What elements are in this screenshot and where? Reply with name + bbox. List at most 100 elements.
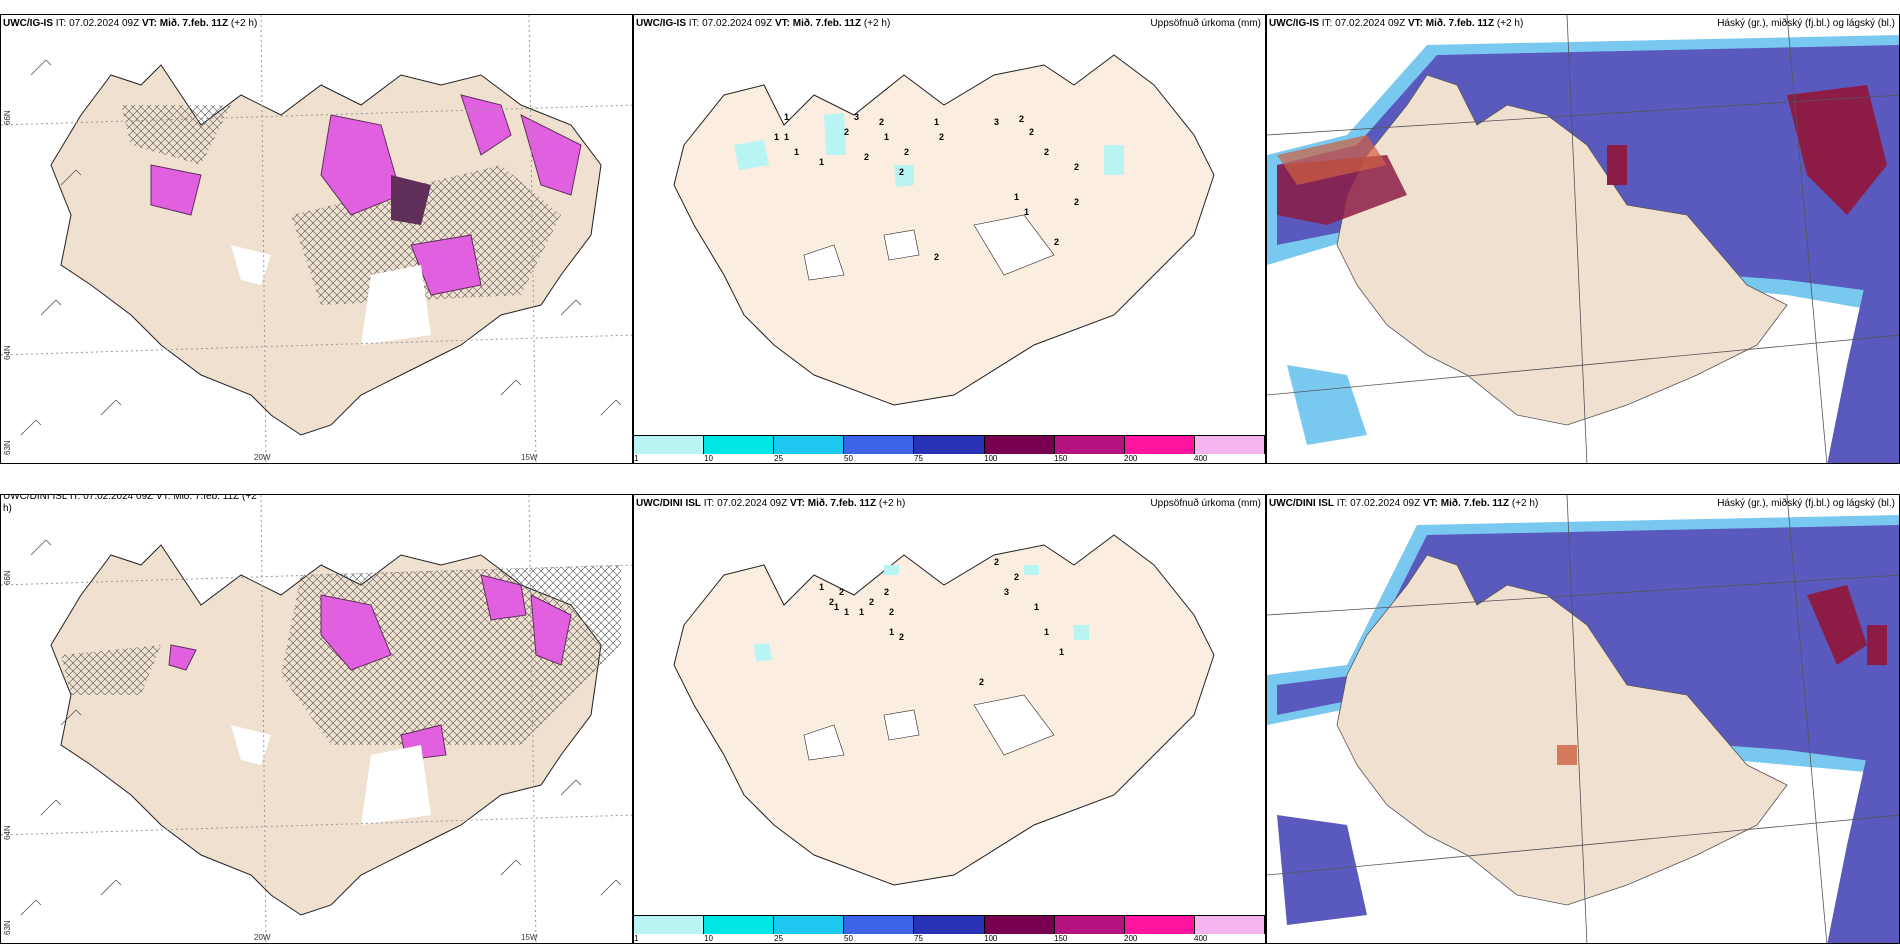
precip-value: 1 xyxy=(794,147,799,157)
iceland-land xyxy=(673,54,1215,406)
precip-value: 1 xyxy=(859,607,864,617)
precip-value: 1 xyxy=(1059,647,1064,657)
precip-value: 2 xyxy=(899,167,904,177)
wind-barbs xyxy=(20,59,622,436)
precip-value: 2 xyxy=(884,587,889,597)
lat-label: 64N xyxy=(3,345,12,360)
precip-value: 1 xyxy=(834,602,839,612)
precip-value: 2 xyxy=(994,557,999,567)
colorbar-swatch xyxy=(984,436,1055,454)
colorbar-swatch xyxy=(1054,916,1125,934)
precip-value: 3 xyxy=(994,117,999,127)
precip-value: 1 xyxy=(819,157,824,167)
panel-wind-ig: UWC/IG-IS IT: 07.02.2024 09Z VT: Mið. 7.… xyxy=(0,14,633,464)
colorbar-label: 200 xyxy=(1124,934,1138,943)
precip-value: 2 xyxy=(844,127,849,137)
iceland-land xyxy=(673,534,1215,886)
colorbar-swatch xyxy=(634,916,705,934)
lat-label: 66N xyxy=(3,110,12,125)
colorbar-swatch xyxy=(1194,916,1265,934)
colorbar-swatch xyxy=(704,436,775,454)
precip-value: 2 xyxy=(1054,237,1059,247)
colorbar-label: 75 xyxy=(914,454,923,463)
precip-value: 3 xyxy=(1004,587,1009,597)
precip-value: 1 xyxy=(1044,627,1049,637)
colorbar-label: 25 xyxy=(774,934,783,943)
high-cloud-areas xyxy=(1807,585,1887,665)
cloud-map-dini xyxy=(1267,495,1899,943)
colorbar-swatch xyxy=(1124,436,1195,454)
precip-value: 2 xyxy=(1044,147,1049,157)
colorbar-swatch xyxy=(774,916,845,934)
panel-header: UWC/DINI ISL IT: 07.02.2024 09Z VT: Mið.… xyxy=(636,498,906,509)
colorbar-swatch xyxy=(774,436,845,454)
colorbar-label: 75 xyxy=(914,934,923,943)
lon-label: 15W xyxy=(521,933,538,942)
panel-wind-dini: UWC/DINI ISL IT: 07.02.2024 09Z VT: Mið.… xyxy=(0,494,633,944)
precip-value: 2 xyxy=(869,597,874,607)
colorbar-label: 400 xyxy=(1194,454,1208,463)
precip-value: 2 xyxy=(934,252,939,262)
colorbar-label: 1 xyxy=(634,934,639,943)
precip-value: 1 xyxy=(784,112,789,122)
lat-label: 64N xyxy=(3,825,12,840)
lat-label: 63N xyxy=(3,920,12,935)
colorbar-swatch xyxy=(704,916,775,934)
colorbar-swatch xyxy=(914,436,985,454)
colorbar-label: 10 xyxy=(704,454,713,463)
colorbar-label: 10 xyxy=(704,934,713,943)
colorbar-label: 200 xyxy=(1124,454,1138,463)
precip-value: 1 xyxy=(1034,602,1039,612)
panel-header: UWC/IG-IS IT: 07.02.2024 09Z VT: Mið. 7.… xyxy=(3,18,258,29)
precip-value: 1 xyxy=(889,627,894,637)
precip-value: 1 xyxy=(884,132,889,142)
colorbar-label: 50 xyxy=(844,454,853,463)
precip-value: 2 xyxy=(1074,162,1079,172)
precip-light-areas xyxy=(754,565,1089,661)
panel-title: Uppsöfnuð úrkoma (mm) xyxy=(1150,498,1261,509)
precip-value: 1 xyxy=(784,132,789,142)
colorbar-swatch xyxy=(984,916,1055,934)
wind-map-dini xyxy=(1,495,632,943)
lon-label: 15W xyxy=(521,453,538,462)
iceland-land xyxy=(1336,554,1788,906)
precip-value: 2 xyxy=(939,132,944,142)
precip-value: 1 xyxy=(1024,207,1029,217)
colorbar-label: 25 xyxy=(774,454,783,463)
panel-title: Háský (gr.), miðský (fj.bl.) og lágský (… xyxy=(1717,498,1895,509)
precip-value: 2 xyxy=(839,587,844,597)
colorbar-label: 150 xyxy=(1054,934,1068,943)
panel-clouds-ig: UWC/IG-IS IT: 07.02.2024 09Z VT: Mið. 7.… xyxy=(1266,14,1900,464)
panel-header: UWC/IG-IS IT: 07.02.2024 09Z VT: Mið. 7.… xyxy=(636,18,891,29)
colorbar-swatch xyxy=(844,436,915,454)
precip-value: 1 xyxy=(774,132,779,142)
colorbar-swatch xyxy=(914,916,985,934)
precip-value: 2 xyxy=(979,677,984,687)
colorbar-swatch xyxy=(634,436,705,454)
panel-header: UWC/IG-IS IT: 07.02.2024 09Z VT: Mið. 7.… xyxy=(1269,18,1524,29)
colorbar-swatch xyxy=(1194,436,1265,454)
colorbar xyxy=(634,435,1265,454)
panel-header: UWC/DINI ISL IT: 07.02.2024 09Z VT: Mið.… xyxy=(1269,498,1539,509)
precip-value: 2 xyxy=(1074,197,1079,207)
lon-label: 20W xyxy=(254,453,271,462)
lat-label: 66N xyxy=(3,570,12,585)
colorbar xyxy=(634,915,1265,934)
panel-title: Háský (gr.), miðský (fj.bl.) og lágský (… xyxy=(1717,18,1895,29)
colorbar-swatch xyxy=(1054,436,1125,454)
precip-value: 2 xyxy=(1019,114,1024,124)
colorbar-label: 400 xyxy=(1194,934,1208,943)
panel-header: UWC/DINI ISL IT: 07.02.2024 09Z VT: Mið.… xyxy=(3,494,257,502)
wind-map-ig xyxy=(1,15,632,463)
colorbar-label: 100 xyxy=(984,934,998,943)
precip-value: 1 xyxy=(934,117,939,127)
cloud-map-ig xyxy=(1267,15,1899,463)
wind-barbs xyxy=(20,539,622,916)
precip-value: 2 xyxy=(1029,127,1034,137)
